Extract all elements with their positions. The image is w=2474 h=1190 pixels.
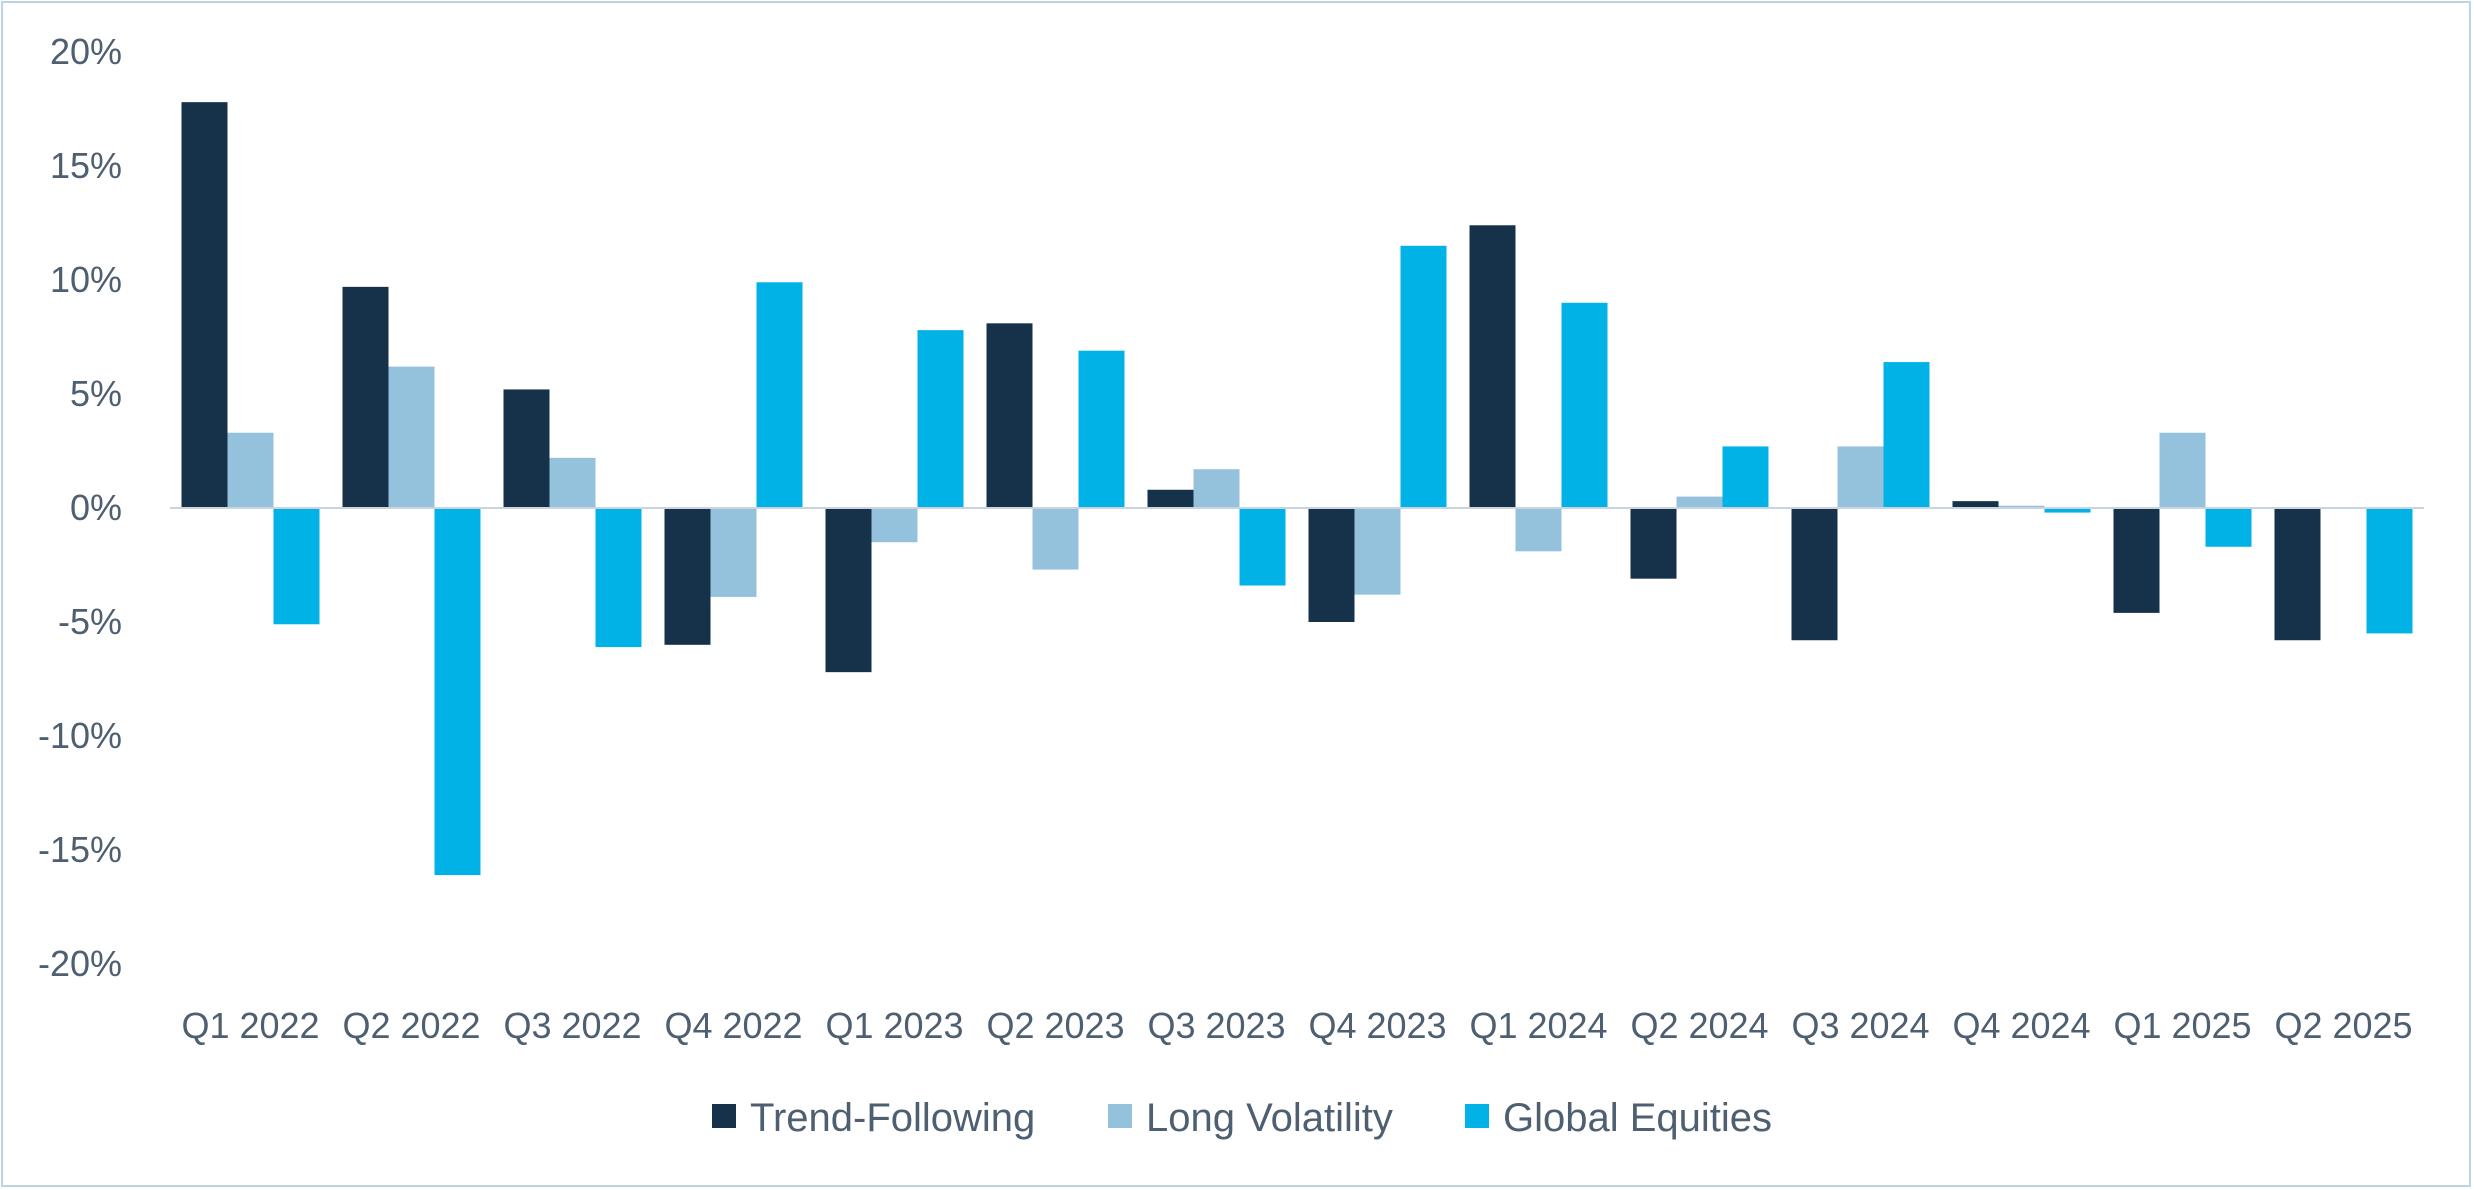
bar-trend-following-q2-2025: [2274, 508, 2321, 641]
bar-global-equities-q1-2025: [2205, 508, 2252, 547]
bar-trend-following-q4-2023: [1308, 508, 1355, 622]
legend-swatch-global-equities: [1465, 1104, 1489, 1128]
bar-trend-following-q4-2022: [664, 508, 711, 645]
legend-label: Global Equities: [1503, 1096, 1772, 1140]
x-tick-label: Q2 2025: [2274, 1005, 2412, 1046]
bar-trend-following-q3-2023: [1147, 489, 1194, 508]
x-tick-label: Q1 2023: [825, 1005, 963, 1046]
bar-global-equities-q4-2022: [756, 282, 803, 508]
y-tick-label: 0%: [70, 487, 122, 528]
y-axis-ticks: 20% 15% 10% 5% 0% -5% -10% -15% -20%: [38, 31, 122, 984]
bar-long-volatility-q2-2022: [388, 366, 435, 508]
x-tick-label: Q2 2024: [1630, 1005, 1768, 1046]
bar-trend-following-q1-2022: [181, 102, 228, 508]
bar-global-equities-q1-2023: [917, 330, 964, 508]
bar-global-equities-q1-2022: [273, 508, 320, 625]
bar-trend-following-q1-2023: [825, 508, 872, 673]
bar-trend-following-q3-2024: [1791, 508, 1838, 641]
bar-global-equities-q2-2023: [1078, 350, 1125, 508]
x-tick-label: Q4 2023: [1308, 1005, 1446, 1046]
bar-trend-following-q3-2022: [503, 389, 550, 508]
x-tick-label: Q4 2022: [664, 1005, 802, 1046]
legend-swatch-long-volatility: [1108, 1104, 1132, 1128]
y-tick-label: -20%: [38, 943, 122, 984]
x-tick-label: Q3 2022: [503, 1005, 641, 1046]
bar-long-volatility-q3-2022: [549, 457, 596, 508]
bar-long-volatility-q3-2024: [1837, 446, 1884, 508]
x-tick-label: Q3 2023: [1147, 1005, 1285, 1046]
x-tick-label: Q2 2023: [986, 1005, 1124, 1046]
bar-global-equities-q3-2023: [1239, 508, 1286, 586]
bar-global-equities-q1-2024: [1561, 302, 1608, 508]
bar-trend-following-q2-2022: [342, 286, 389, 508]
x-tick-label: Q2 2022: [342, 1005, 480, 1046]
bar-long-volatility-q4-2022: [710, 508, 757, 597]
bar-global-equities-q2-2025: [2366, 508, 2413, 634]
bar-long-volatility-q1-2024: [1515, 508, 1562, 552]
legend-swatch-trend-following: [712, 1104, 736, 1128]
bar-long-volatility-q1-2023: [871, 508, 918, 543]
y-tick-label: 20%: [50, 31, 122, 72]
bar-long-volatility-q4-2024: [1998, 505, 2045, 508]
bar-trend-following-q1-2025: [2113, 508, 2160, 613]
legend-label: Trend-Following: [750, 1096, 1035, 1140]
x-tick-label: Q1 2025: [2113, 1005, 2251, 1046]
bar-global-equities-q3-2024: [1883, 362, 1930, 508]
x-tick-label: Q1 2022: [181, 1005, 319, 1046]
bar-long-volatility-q1-2025: [2159, 432, 2206, 508]
bar-trend-following-q4-2024: [1952, 501, 1999, 508]
x-tick-label: Q1 2024: [1469, 1005, 1607, 1046]
x-axis-ticks: Q1 2022 Q2 2022 Q3 2022 Q4 2022 Q1 2023 Q2 20…: [181, 1005, 2412, 1046]
bar-long-volatility-q3-2023: [1193, 469, 1240, 508]
bar-trend-following-q1-2024: [1469, 225, 1516, 508]
bar-long-volatility-q1-2022: [227, 432, 274, 508]
bar-global-equities-q3-2022: [595, 508, 642, 648]
bar-global-equities-q4-2023: [1400, 245, 1447, 509]
bar-long-volatility-q2-2023: [1032, 508, 1079, 570]
y-tick-label: -5%: [58, 601, 122, 642]
bar-global-equities-q4-2024: [2044, 508, 2091, 513]
y-tick-label: 5%: [70, 373, 122, 414]
x-tick-label: Q4 2024: [1952, 1005, 2090, 1046]
bar-trend-following-q2-2024: [1630, 508, 1677, 579]
bar-long-volatility-q2-2024: [1676, 496, 1723, 508]
bar-global-equities-q2-2024: [1722, 446, 1769, 508]
y-tick-label: -15%: [38, 829, 122, 870]
y-tick-label: -10%: [38, 715, 122, 756]
x-tick-label: Q3 2024: [1791, 1005, 1929, 1046]
legend-label: Long Volatility: [1146, 1096, 1393, 1140]
y-tick-label: 15%: [50, 145, 122, 186]
legend: Trend-Following Long Volatility Global Equ…: [712, 1096, 1772, 1140]
bar-global-equities-q2-2022: [434, 508, 481, 876]
bar-series-group: [181, 102, 2413, 876]
bar-trend-following-q2-2023: [986, 323, 1033, 508]
y-tick-label: 10%: [50, 259, 122, 300]
bar-long-volatility-q4-2023: [1354, 508, 1401, 595]
